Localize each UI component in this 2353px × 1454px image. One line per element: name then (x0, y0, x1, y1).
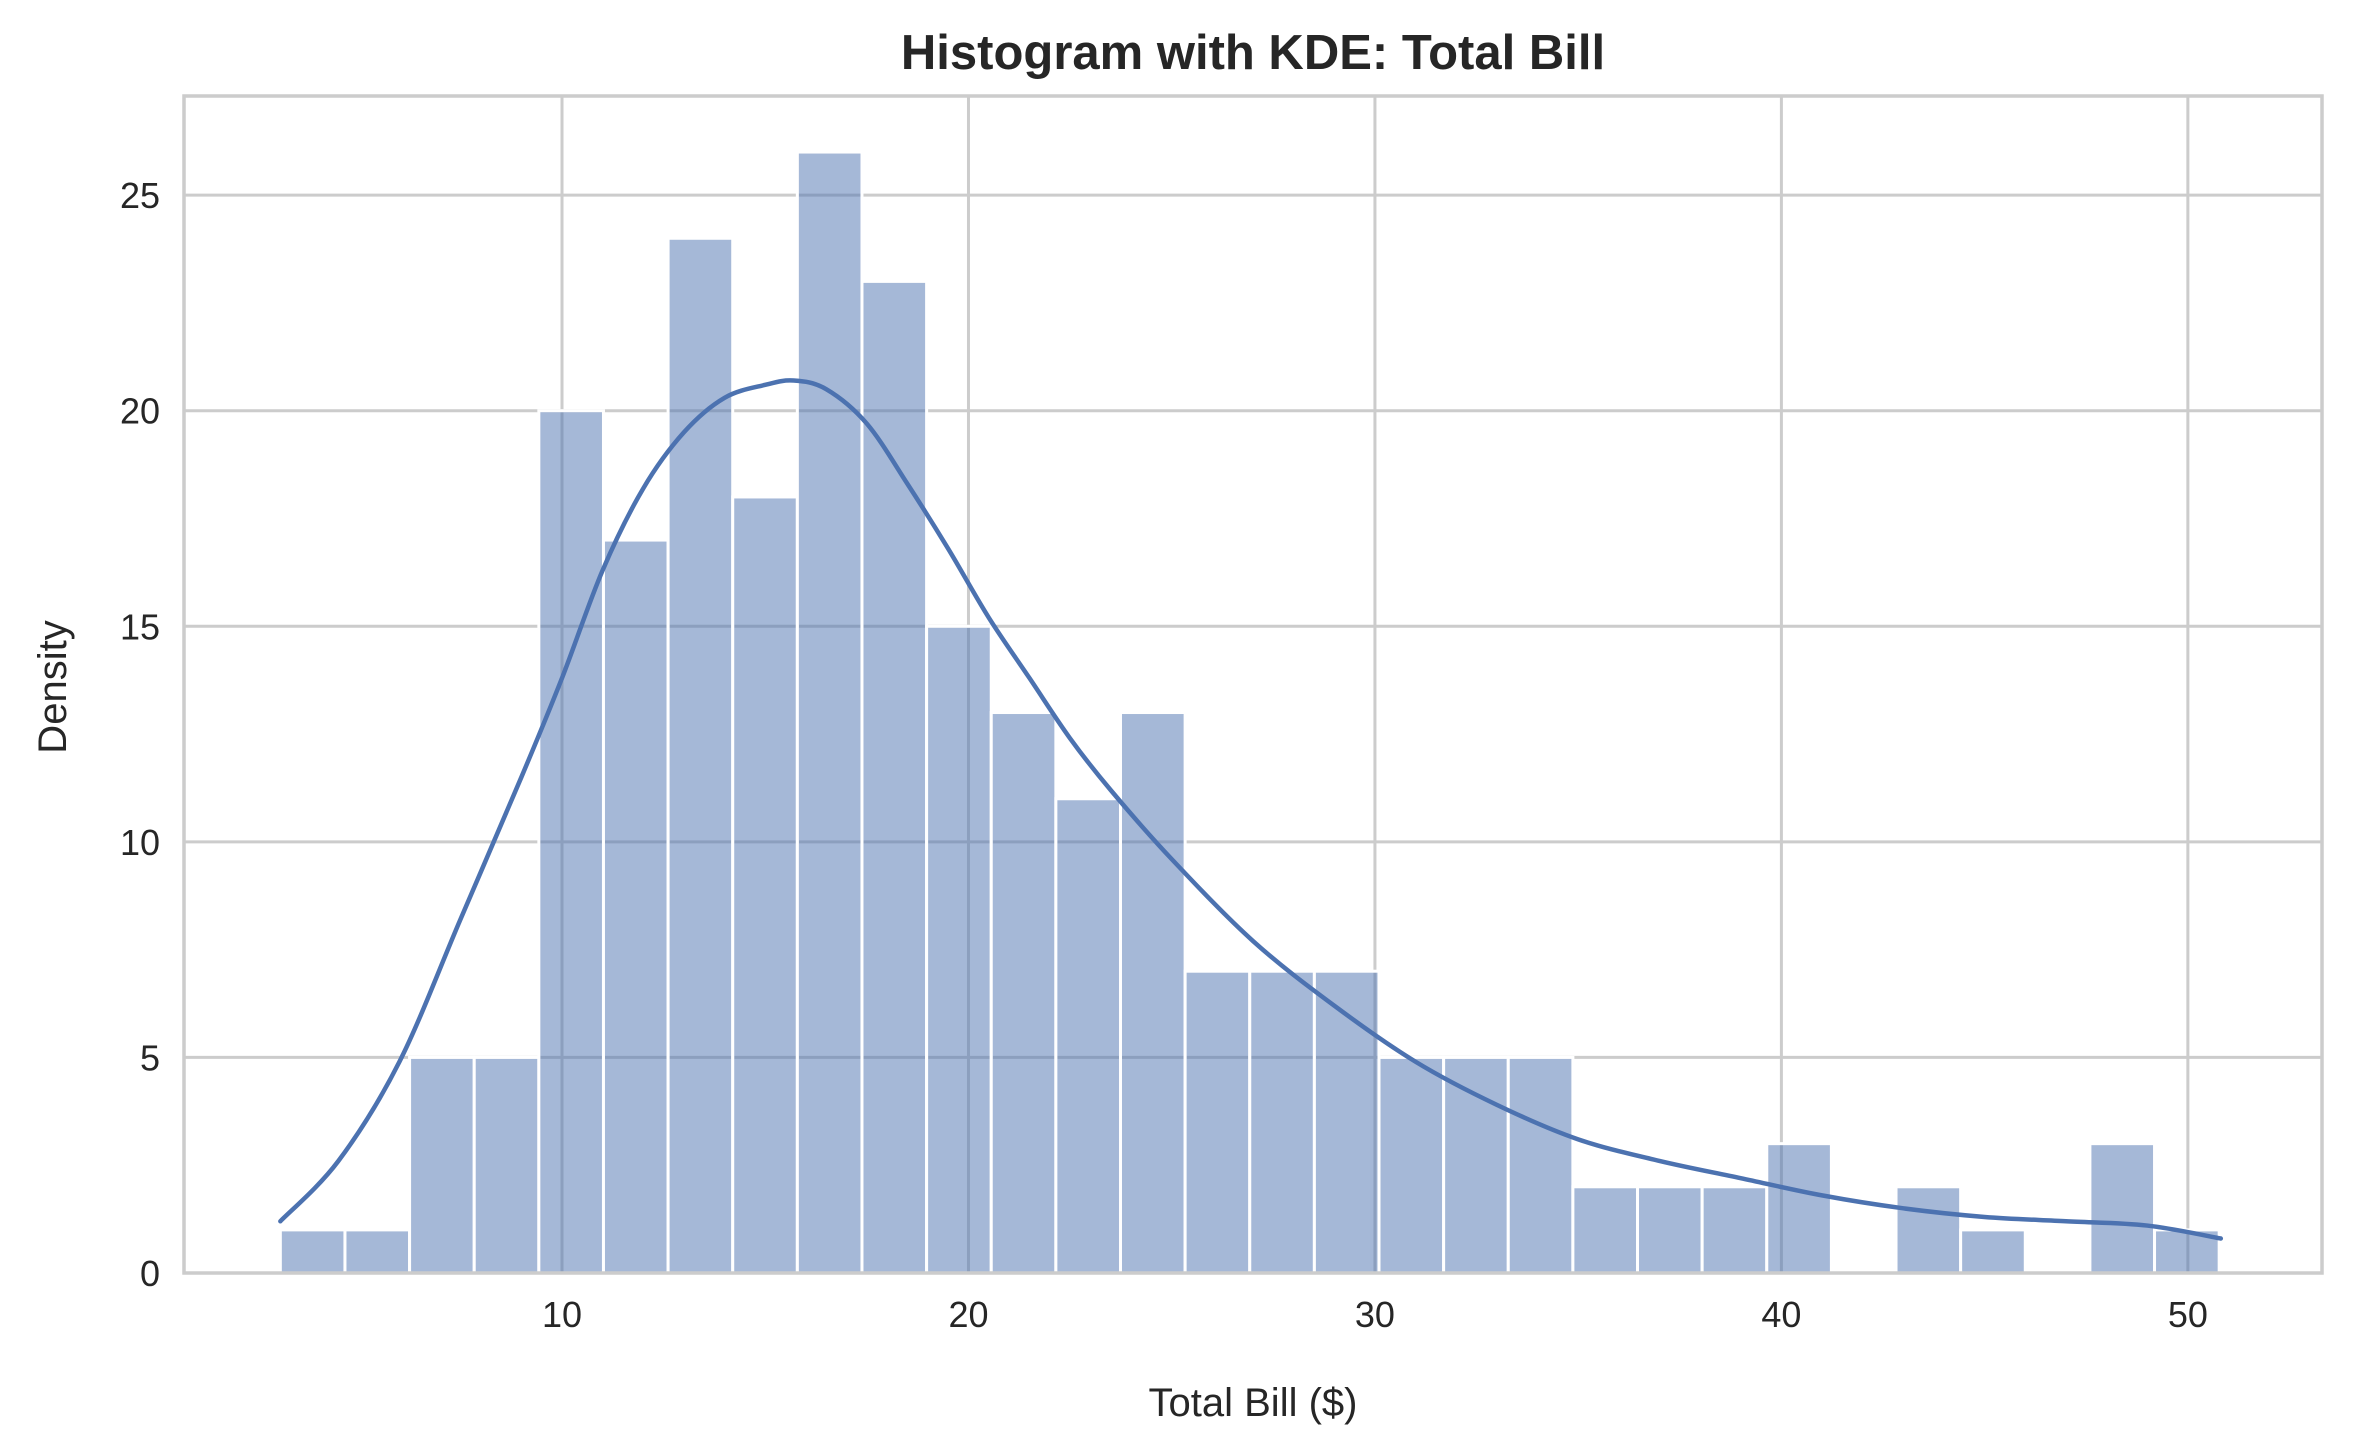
plot-frame (182, 94, 2324, 1275)
x-tick-labels: 10 20 30 40 50 (542, 1294, 2208, 1335)
histogram-bar (731, 495, 799, 1275)
histogram-bar (860, 279, 929, 1275)
histogram-bar (1312, 969, 1381, 1275)
histogram-bar (408, 1055, 476, 1275)
histogram-bar (278, 1228, 347, 1275)
histogram-bars (278, 150, 2221, 1275)
y-tick-label: 25 (120, 175, 160, 216)
histogram-bar (1377, 1055, 1446, 1275)
x-tick-label: 30 (1355, 1294, 1395, 1335)
histogram-bar (472, 1055, 541, 1275)
x-tick-label: 40 (1761, 1294, 1801, 1335)
histogram-bar (925, 624, 993, 1275)
histogram-bar (989, 711, 1058, 1275)
histogram-bar (1636, 1185, 1704, 1275)
y-axis-label: Density (31, 620, 75, 753)
histogram-bar (343, 1228, 412, 1275)
histogram-bar (666, 236, 735, 1275)
x-tick-label: 10 (542, 1294, 582, 1335)
histogram-bar (1248, 969, 1316, 1275)
histogram-bar (1571, 1185, 1640, 1275)
histogram-bar (601, 538, 670, 1275)
y-tick-label: 10 (120, 822, 160, 863)
histogram-bar (1765, 1142, 1833, 1275)
histogram-bar (1054, 797, 1122, 1275)
histogram-bar (2088, 1142, 2157, 1275)
chart-title: Histogram with KDE: Total Bill (901, 26, 1605, 80)
histogram-bar (537, 409, 605, 1275)
histogram-bar (1183, 969, 1252, 1275)
y-tick-label: 15 (120, 606, 160, 647)
x-axis-label: Total Bill ($) (1149, 1381, 1358, 1425)
y-tick-label: 0 (140, 1253, 160, 1294)
y-tick-label: 20 (120, 391, 160, 432)
histogram-bar (1506, 1055, 1575, 1275)
histogram-bar (1959, 1228, 2027, 1275)
histogram-bar (795, 150, 864, 1275)
kde-curve (278, 378, 2224, 1241)
histogram-bar (1118, 711, 1187, 1275)
x-tick-label: 50 (2168, 1294, 2208, 1335)
histogram-bar (1442, 1055, 1510, 1275)
y-tick-label: 5 (140, 1037, 160, 1078)
x-tick-label: 20 (948, 1294, 988, 1335)
histogram-bar (1700, 1185, 1769, 1275)
histogram-bar (1894, 1185, 1963, 1275)
y-tick-labels: 0 5 10 15 20 25 (120, 175, 160, 1294)
